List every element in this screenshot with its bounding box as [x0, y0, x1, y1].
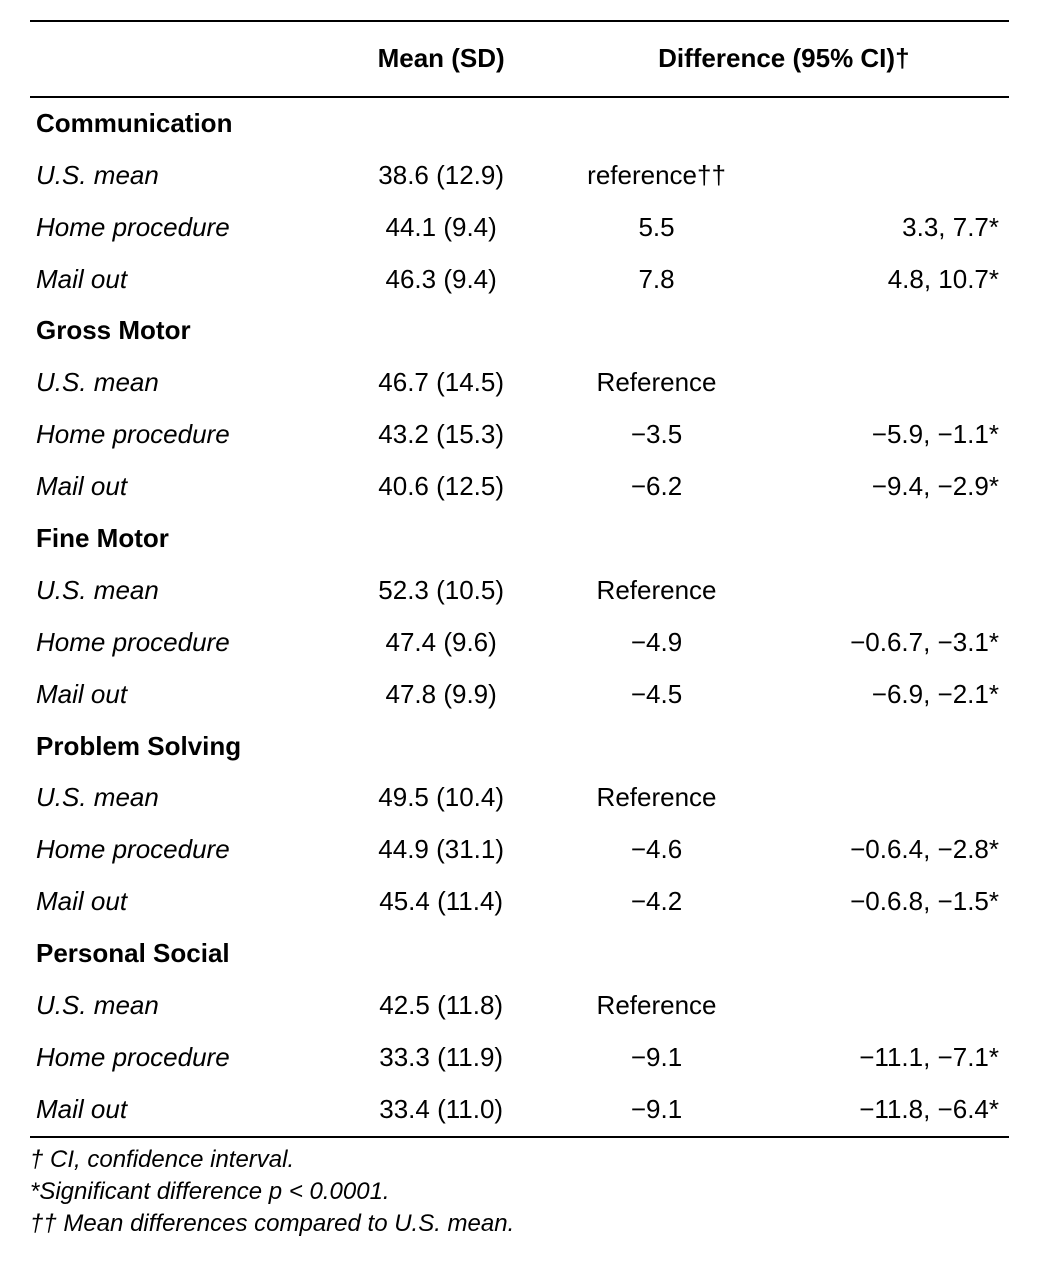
ci-cell [754, 150, 1009, 202]
mean-sd-cell: 44.1 (9.4) [324, 202, 559, 254]
mean-sd-cell: 44.9 (31.1) [324, 824, 559, 876]
difference-cell: −3.5 [559, 409, 755, 461]
data-table: Mean (SD) Difference (95% CI)† Communica… [30, 20, 1009, 1138]
footnote-line: †† Mean differences compared to U.S. mea… [30, 1208, 1009, 1240]
row-label: Mail out [30, 669, 324, 721]
row-label: U.S. mean [30, 357, 324, 409]
ci-cell: 4.8, 10.7* [754, 254, 1009, 306]
section-header-row: Communication [30, 97, 1009, 150]
section-header-row: Fine Motor [30, 513, 1009, 565]
row-label: Mail out [30, 1084, 324, 1137]
difference-cell: −4.6 [559, 824, 755, 876]
ci-cell [754, 357, 1009, 409]
header-difference-ci: Difference (95% CI)† [559, 21, 1009, 97]
table-row: Home procedure44.9 (31.1)−4.6−0.6.4, −2.… [30, 824, 1009, 876]
footnotes: † CI, confidence interval. *Significant … [30, 1138, 1009, 1241]
table-row: Mail out33.4 (11.0)−9.1−11.8, −6.4* [30, 1084, 1009, 1137]
ci-cell: 3.3, 7.7* [754, 202, 1009, 254]
mean-sd-cell: 52.3 (10.5) [324, 565, 559, 617]
mean-sd-cell: 33.3 (11.9) [324, 1032, 559, 1084]
header-mean-sd: Mean (SD) [324, 21, 559, 97]
ci-cell: −6.9, −2.1* [754, 669, 1009, 721]
difference-cell: −9.1 [559, 1032, 755, 1084]
difference-cell: −4.5 [559, 669, 755, 721]
difference-cell: 7.8 [559, 254, 755, 306]
ci-cell [754, 772, 1009, 824]
ci-cell: −11.8, −6.4* [754, 1084, 1009, 1137]
ci-cell: −0.6.4, −2.8* [754, 824, 1009, 876]
difference-cell: −9.1 [559, 1084, 755, 1137]
difference-cell: Reference [559, 357, 755, 409]
mean-sd-cell: 42.5 (11.8) [324, 980, 559, 1032]
table-row: Mail out46.3 (9.4)7.84.8, 10.7* [30, 254, 1009, 306]
mean-sd-cell: 33.4 (11.0) [324, 1084, 559, 1137]
footnote-line: † CI, confidence interval. [30, 1144, 1009, 1176]
ci-cell: −0.6.8, −1.5* [754, 876, 1009, 928]
difference-cell: −4.9 [559, 617, 755, 669]
table-row: Mail out40.6 (12.5)−6.2−9.4, −2.9* [30, 461, 1009, 513]
mean-sd-cell: 38.6 (12.9) [324, 150, 559, 202]
difference-cell: Reference [559, 565, 755, 617]
section-title: Fine Motor [30, 513, 1009, 565]
difference-cell: Reference [559, 772, 755, 824]
table-row: Home procedure47.4 (9.6)−4.9−0.6.7, −3.1… [30, 617, 1009, 669]
section-title: Communication [30, 97, 1009, 150]
section-header-row: Gross Motor [30, 305, 1009, 357]
row-label: U.S. mean [30, 772, 324, 824]
ci-cell: −0.6.7, −3.1* [754, 617, 1009, 669]
row-label: Mail out [30, 254, 324, 306]
table-row: U.S. mean49.5 (10.4)Reference [30, 772, 1009, 824]
table-row: Home procedure44.1 (9.4)5.53.3, 7.7* [30, 202, 1009, 254]
ci-cell [754, 980, 1009, 1032]
mean-sd-cell: 40.6 (12.5) [324, 461, 559, 513]
table-row: Home procedure33.3 (11.9)−9.1−11.1, −7.1… [30, 1032, 1009, 1084]
difference-cell: 5.5 [559, 202, 755, 254]
difference-cell: −4.2 [559, 876, 755, 928]
section-title: Personal Social [30, 928, 1009, 980]
mean-sd-cell: 47.8 (9.9) [324, 669, 559, 721]
mean-sd-cell: 46.3 (9.4) [324, 254, 559, 306]
table-row: U.S. mean38.6 (12.9)reference†† [30, 150, 1009, 202]
section-title: Gross Motor [30, 305, 1009, 357]
row-label: U.S. mean [30, 980, 324, 1032]
section-header-row: Personal Social [30, 928, 1009, 980]
header-row: Mean (SD) Difference (95% CI)† [30, 21, 1009, 97]
row-label: Mail out [30, 461, 324, 513]
mean-sd-cell: 43.2 (15.3) [324, 409, 559, 461]
row-label: Home procedure [30, 409, 324, 461]
table-row: U.S. mean42.5 (11.8)Reference [30, 980, 1009, 1032]
table-row: U.S. mean52.3 (10.5)Reference [30, 565, 1009, 617]
ci-cell: −11.1, −7.1* [754, 1032, 1009, 1084]
header-blank [30, 21, 324, 97]
ci-cell [754, 565, 1009, 617]
row-label: U.S. mean [30, 150, 324, 202]
table-row: Mail out45.4 (11.4)−4.2−0.6.8, −1.5* [30, 876, 1009, 928]
section-header-row: Problem Solving [30, 721, 1009, 773]
difference-cell: reference†† [559, 150, 755, 202]
row-label: U.S. mean [30, 565, 324, 617]
table-body: CommunicationU.S. mean38.6 (12.9)referen… [30, 97, 1009, 1137]
mean-sd-cell: 46.7 (14.5) [324, 357, 559, 409]
row-label: Home procedure [30, 617, 324, 669]
mean-sd-cell: 49.5 (10.4) [324, 772, 559, 824]
difference-cell: −6.2 [559, 461, 755, 513]
table-row: U.S. mean46.7 (14.5)Reference [30, 357, 1009, 409]
footnote-line: *Significant difference p < 0.0001. [30, 1176, 1009, 1208]
row-label: Home procedure [30, 824, 324, 876]
ci-cell: −5.9, −1.1* [754, 409, 1009, 461]
row-label: Home procedure [30, 1032, 324, 1084]
row-label: Mail out [30, 876, 324, 928]
mean-sd-cell: 47.4 (9.6) [324, 617, 559, 669]
ci-cell: −9.4, −2.9* [754, 461, 1009, 513]
table-row: Home procedure43.2 (15.3)−3.5−5.9, −1.1* [30, 409, 1009, 461]
table-row: Mail out47.8 (9.9)−4.5−6.9, −2.1* [30, 669, 1009, 721]
difference-cell: Reference [559, 980, 755, 1032]
row-label: Home procedure [30, 202, 324, 254]
section-title: Problem Solving [30, 721, 1009, 773]
table-container: Mean (SD) Difference (95% CI)† Communica… [0, 0, 1039, 1265]
mean-sd-cell: 45.4 (11.4) [324, 876, 559, 928]
